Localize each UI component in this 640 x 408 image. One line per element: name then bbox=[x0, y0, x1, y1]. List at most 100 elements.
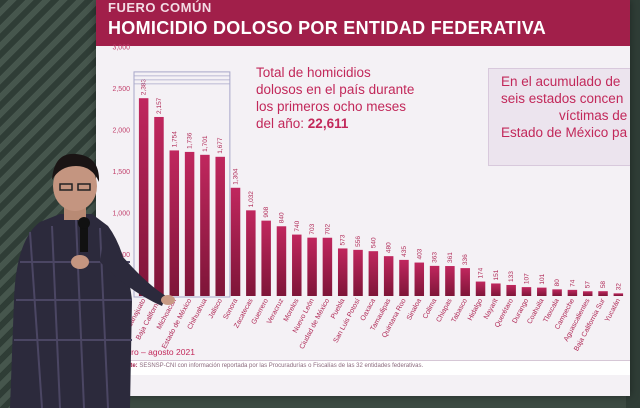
bar-chart: 500 1,000 1,500 2,000 2,500 3,000 2,383 2,157 1… bbox=[112, 45, 624, 352]
callout-line-3: los primeros ocho meses bbox=[256, 99, 407, 114]
data-label: 1,677 bbox=[217, 137, 224, 154]
slide-kicker: FUERO COMÚN bbox=[108, 0, 212, 15]
data-label: 336 bbox=[462, 254, 469, 265]
side-note-line-5: C bbox=[501, 141, 630, 158]
bar bbox=[307, 237, 317, 296]
y-tick-label: 2,000 bbox=[112, 128, 130, 135]
side-note-box: En el acumulado de seis estados concen v… bbox=[488, 68, 630, 166]
bar bbox=[184, 151, 195, 296]
x-tick-label: Yucatán bbox=[604, 298, 622, 324]
data-label: 2,383 bbox=[141, 79, 148, 96]
side-note-line-3: víctimas de hom bbox=[559, 108, 630, 123]
x-tick-label: Puebla bbox=[330, 298, 346, 321]
data-label: 908 bbox=[263, 206, 270, 217]
callout-line-4: del año: 22,611 bbox=[256, 115, 456, 132]
callout-total: 22,611 bbox=[307, 116, 349, 131]
source-note: Fuente: SESNSP-CNI con información repor… bbox=[116, 363, 423, 369]
bar bbox=[154, 116, 164, 297]
y-tick-label: 1,000 bbox=[112, 211, 130, 218]
data-label: 1,736 bbox=[187, 132, 194, 149]
data-label: 1,032 bbox=[248, 191, 255, 208]
data-label: 703 bbox=[309, 223, 316, 234]
data-label: 540 bbox=[370, 237, 377, 248]
total-callout: Total de homicidios dolosos en el país d… bbox=[256, 64, 456, 132]
data-label: 133 bbox=[508, 271, 515, 282]
backdrop-wall-left bbox=[0, 0, 96, 408]
bar bbox=[537, 287, 547, 296]
period-label: Enero – agosto 2021 bbox=[116, 347, 195, 357]
bar bbox=[521, 287, 532, 296]
bar bbox=[506, 284, 516, 296]
source-text: SESNSP-CNI con información reportada por… bbox=[139, 363, 424, 369]
data-label: 361 bbox=[447, 252, 454, 263]
bar bbox=[491, 283, 501, 296]
data-label: 1,754 bbox=[171, 131, 178, 148]
bar bbox=[445, 266, 455, 296]
data-label: 403 bbox=[416, 248, 423, 259]
x-tick-label: Colima bbox=[422, 298, 438, 321]
data-label: 151 bbox=[493, 269, 500, 280]
data-label: 840 bbox=[278, 212, 285, 223]
data-labels: 2,383 2,157 1,754 1,736 1,701 1,677 1,304 1,032… bbox=[141, 79, 623, 291]
data-label: 1,304 bbox=[233, 168, 240, 185]
data-label: 480 bbox=[386, 242, 393, 253]
data-label: 2,157 bbox=[156, 97, 163, 114]
bar bbox=[353, 249, 363, 296]
data-label: 174 bbox=[478, 267, 485, 278]
bar bbox=[169, 150, 180, 296]
data-label: 573 bbox=[340, 234, 347, 245]
source-label: Fuente: bbox=[116, 363, 138, 369]
data-label: 74 bbox=[569, 279, 576, 287]
callout-line-1: Total de homicidios bbox=[256, 65, 371, 80]
bar bbox=[383, 256, 394, 296]
bar bbox=[598, 291, 608, 296]
bar bbox=[292, 234, 302, 296]
y-axis: 500 1,000 1,500 2,000 2,500 3,000 bbox=[112, 45, 130, 260]
bar bbox=[475, 281, 486, 296]
x-tick-label: Hidalgo bbox=[467, 298, 484, 322]
bar bbox=[613, 293, 624, 296]
bar bbox=[322, 237, 333, 296]
data-label: 58 bbox=[600, 281, 607, 289]
bars bbox=[138, 98, 624, 297]
slide-header: FUERO COMÚN HOMICIDIO DOLOSO POR ENTIDAD… bbox=[96, 0, 630, 46]
top-six-highlight-box bbox=[133, 71, 231, 298]
y-tick-label: 500 bbox=[118, 252, 130, 259]
bar bbox=[368, 251, 379, 296]
side-note-line-2: seis estados concen bbox=[501, 91, 624, 106]
bar bbox=[582, 291, 593, 296]
callout-line-4-text: del año: bbox=[256, 116, 308, 131]
data-label: 435 bbox=[401, 246, 408, 257]
data-label: 32 bbox=[615, 283, 622, 291]
data-label: 107 bbox=[523, 273, 530, 284]
y-tick-label: 3,000 bbox=[112, 45, 130, 52]
x-tick-label: Sonora bbox=[223, 298, 240, 321]
data-label: 57 bbox=[585, 281, 592, 289]
slide-title: HOMICIDIO DOLOSO POR ENTIDAD FEDERATIVA bbox=[108, 18, 547, 38]
bar bbox=[246, 210, 256, 296]
bar bbox=[399, 259, 409, 296]
bar bbox=[567, 289, 578, 296]
bar bbox=[414, 262, 425, 296]
y-tick-label: 2,500 bbox=[112, 86, 130, 93]
data-label: 101 bbox=[539, 273, 546, 284]
bar bbox=[337, 248, 348, 296]
bar bbox=[200, 154, 210, 296]
x-tick-label: Sinaloa bbox=[406, 298, 423, 322]
data-label: 80 bbox=[554, 279, 561, 287]
bar bbox=[429, 265, 440, 296]
y-tick-label: 1,500 bbox=[112, 169, 130, 176]
bar bbox=[215, 156, 225, 296]
callout-line-2: dolosos en el país durante bbox=[256, 82, 415, 97]
bar bbox=[460, 268, 470, 296]
bar bbox=[552, 289, 562, 296]
source-bar: Fuente: SESNSP-CNI con información repor… bbox=[96, 360, 630, 375]
x-tick-label: Nayarit bbox=[483, 298, 500, 321]
data-label: 1,701 bbox=[202, 135, 209, 152]
presentation-screen: FUERO COMÚN HOMICIDIO DOLOSO POR ENTIDAD… bbox=[96, 0, 630, 396]
side-note-line-1: En el acumulado de bbox=[501, 74, 621, 89]
bar bbox=[138, 98, 149, 296]
side-note-line-4: Estado de México pa bbox=[501, 125, 628, 140]
data-label: 363 bbox=[432, 252, 439, 263]
